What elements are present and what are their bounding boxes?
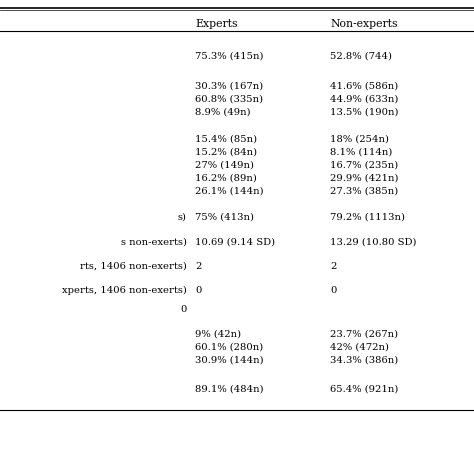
Text: 9% (42n): 9% (42n) <box>195 330 241 339</box>
Text: 89.1% (484n): 89.1% (484n) <box>195 385 264 394</box>
Text: 75% (413n): 75% (413n) <box>195 213 254 222</box>
Text: 13.29 (10.80 SD): 13.29 (10.80 SD) <box>330 238 417 247</box>
Text: 16.7% (235n): 16.7% (235n) <box>330 161 398 170</box>
Text: 8.1% (114n): 8.1% (114n) <box>330 148 392 157</box>
Text: 15.2% (84n): 15.2% (84n) <box>195 148 257 157</box>
Text: Experts: Experts <box>195 19 237 29</box>
Text: 2: 2 <box>330 262 337 271</box>
Text: 0: 0 <box>195 286 201 295</box>
Text: rts, 1406 non-exerts): rts, 1406 non-exerts) <box>80 262 187 271</box>
Text: 8.9% (49n): 8.9% (49n) <box>195 108 251 117</box>
Text: 0: 0 <box>330 286 337 295</box>
Text: 60.1% (280n): 60.1% (280n) <box>195 343 263 352</box>
Text: 26.1% (144n): 26.1% (144n) <box>195 187 264 196</box>
Text: 79.2% (1113n): 79.2% (1113n) <box>330 213 405 222</box>
Text: 52.8% (744): 52.8% (744) <box>330 52 392 61</box>
Text: 30.3% (167n): 30.3% (167n) <box>195 82 263 91</box>
Text: 29.9% (421n): 29.9% (421n) <box>330 174 399 183</box>
Text: 13.5% (190n): 13.5% (190n) <box>330 108 399 117</box>
Text: 2: 2 <box>195 262 201 271</box>
Text: 41.6% (586n): 41.6% (586n) <box>330 82 398 91</box>
Text: 10.69 (9.14 SD): 10.69 (9.14 SD) <box>195 238 275 247</box>
Text: 65.4% (921n): 65.4% (921n) <box>330 385 398 394</box>
Text: 75.3% (415n): 75.3% (415n) <box>195 52 264 61</box>
Text: Non-experts: Non-experts <box>330 19 398 29</box>
Text: 27.3% (385n): 27.3% (385n) <box>330 187 398 196</box>
Text: s non-exerts): s non-exerts) <box>121 238 187 247</box>
Text: 18% (254n): 18% (254n) <box>330 135 389 144</box>
Text: 34.3% (386n): 34.3% (386n) <box>330 356 398 365</box>
Text: 27% (149n): 27% (149n) <box>195 161 254 170</box>
Text: 15.4% (85n): 15.4% (85n) <box>195 135 257 144</box>
Text: 44.9% (633n): 44.9% (633n) <box>330 95 398 104</box>
Text: 0: 0 <box>181 305 187 314</box>
Text: 42% (472n): 42% (472n) <box>330 343 389 352</box>
Text: 23.7% (267n): 23.7% (267n) <box>330 330 398 339</box>
Text: 60.8% (335n): 60.8% (335n) <box>195 95 263 104</box>
Text: s): s) <box>178 213 187 222</box>
Text: xperts, 1406 non-exerts): xperts, 1406 non-exerts) <box>62 286 187 295</box>
Text: 30.9% (144n): 30.9% (144n) <box>195 356 264 365</box>
Text: 16.2% (89n): 16.2% (89n) <box>195 174 257 183</box>
